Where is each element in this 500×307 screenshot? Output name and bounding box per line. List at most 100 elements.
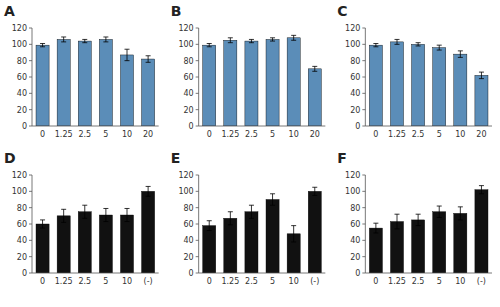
x-tick-label: 2.5 — [78, 130, 91, 139]
x-tick-label: 2.5 — [412, 277, 425, 286]
y-tick — [196, 28, 199, 29]
bar — [266, 200, 279, 274]
y-tick-label: 80 — [17, 204, 27, 213]
error-bar — [40, 44, 45, 47]
error-bar — [373, 44, 378, 47]
y-tick-label: 20 — [17, 253, 27, 262]
panel-label: B — [171, 3, 182, 19]
error-bar — [312, 187, 317, 195]
x-tick-label: 2.5 — [245, 130, 258, 139]
panel: E02040608010012001.252.5510(-) — [171, 150, 326, 286]
bar — [287, 38, 300, 126]
x-tick-label: 5 — [270, 277, 275, 286]
x-tick-label: 1.25 — [388, 277, 406, 286]
x-axis — [365, 126, 492, 127]
y-tick — [362, 273, 365, 274]
y-tick — [196, 240, 199, 241]
bar — [224, 218, 237, 273]
bar — [454, 213, 467, 273]
x-axis — [199, 273, 326, 274]
y-tick-label: 100 — [12, 40, 27, 49]
y-tick-label: 80 — [17, 57, 27, 66]
error-bar — [103, 208, 108, 221]
marks — [369, 39, 488, 126]
marks — [203, 35, 322, 126]
x-tick-label: 20 — [476, 130, 486, 139]
y-tick — [362, 28, 365, 29]
y-tick-label: 80 — [183, 204, 193, 213]
y-tick — [196, 93, 199, 94]
bar — [36, 224, 49, 273]
bar — [142, 191, 155, 273]
y-tick-label: 20 — [183, 106, 193, 115]
y-axis — [365, 175, 366, 273]
x-tick-label: 5 — [103, 130, 108, 139]
marks — [203, 187, 322, 273]
x-tick-label: 5 — [437, 130, 442, 139]
y-tick-label: 80 — [183, 57, 193, 66]
marks — [36, 37, 155, 126]
y-tick-label: 40 — [350, 89, 360, 98]
y-tick — [196, 207, 199, 208]
bar — [120, 55, 133, 126]
y-tick — [29, 175, 32, 176]
bar — [412, 44, 425, 126]
x-tick-label: 0 — [373, 277, 378, 286]
y-tick — [29, 273, 32, 274]
error-bar — [437, 45, 442, 50]
error-bar — [291, 35, 296, 40]
error-bar — [270, 194, 275, 205]
error-bar — [437, 206, 442, 217]
y-tick-label: 40 — [350, 236, 360, 245]
x-tick-label: 10 — [122, 277, 132, 286]
y-tick-label: 80 — [350, 57, 360, 66]
error-bar — [207, 221, 212, 231]
y-tick — [362, 256, 365, 257]
x-axis — [199, 126, 326, 127]
x-tick-label: 2.5 — [412, 130, 425, 139]
error-bar — [61, 209, 66, 222]
bar — [266, 39, 279, 126]
x-tick-label: 1.25 — [388, 130, 406, 139]
bar — [203, 45, 216, 126]
x-tick-label: 0 — [207, 130, 212, 139]
bar — [99, 215, 112, 273]
y-tick — [29, 28, 32, 29]
x-tick-label: 2.5 — [245, 277, 258, 286]
x-tick-label: 0 — [373, 130, 378, 139]
error-bar — [373, 223, 378, 233]
bar — [308, 69, 321, 126]
error-bar — [270, 38, 275, 41]
y-tick-label: 100 — [178, 187, 193, 196]
x-tick-label: 10 — [455, 277, 465, 286]
y-tick-label: 120 — [345, 24, 360, 33]
x-tick-label: 10 — [289, 277, 299, 286]
bar — [78, 212, 91, 273]
x-tick-label: 5 — [103, 277, 108, 286]
bar — [412, 220, 425, 273]
y-axis — [365, 28, 366, 126]
y-tick — [29, 109, 32, 110]
y-tick — [196, 191, 199, 192]
bar — [224, 40, 237, 126]
y-tick-label: 20 — [183, 253, 193, 262]
y-tick — [362, 77, 365, 78]
bar — [57, 39, 70, 126]
y-tick — [29, 224, 32, 225]
x-tick-label: 10 — [455, 130, 465, 139]
bar — [475, 190, 488, 273]
figure: A02040608010012001.252.551020B0204060801… — [0, 0, 500, 307]
bar — [57, 216, 70, 273]
bar — [308, 191, 321, 273]
error-bar — [103, 37, 108, 42]
y-tick-label: 0 — [22, 269, 27, 278]
y-tick-label: 100 — [12, 187, 27, 196]
y-tick — [362, 191, 365, 192]
error-bar — [458, 207, 463, 220]
panel-label: A — [4, 3, 15, 19]
marks — [36, 186, 155, 273]
y-tick-label: 100 — [345, 187, 360, 196]
bar — [454, 54, 467, 126]
y-tick-label: 120 — [12, 171, 27, 180]
y-axis — [32, 28, 33, 126]
